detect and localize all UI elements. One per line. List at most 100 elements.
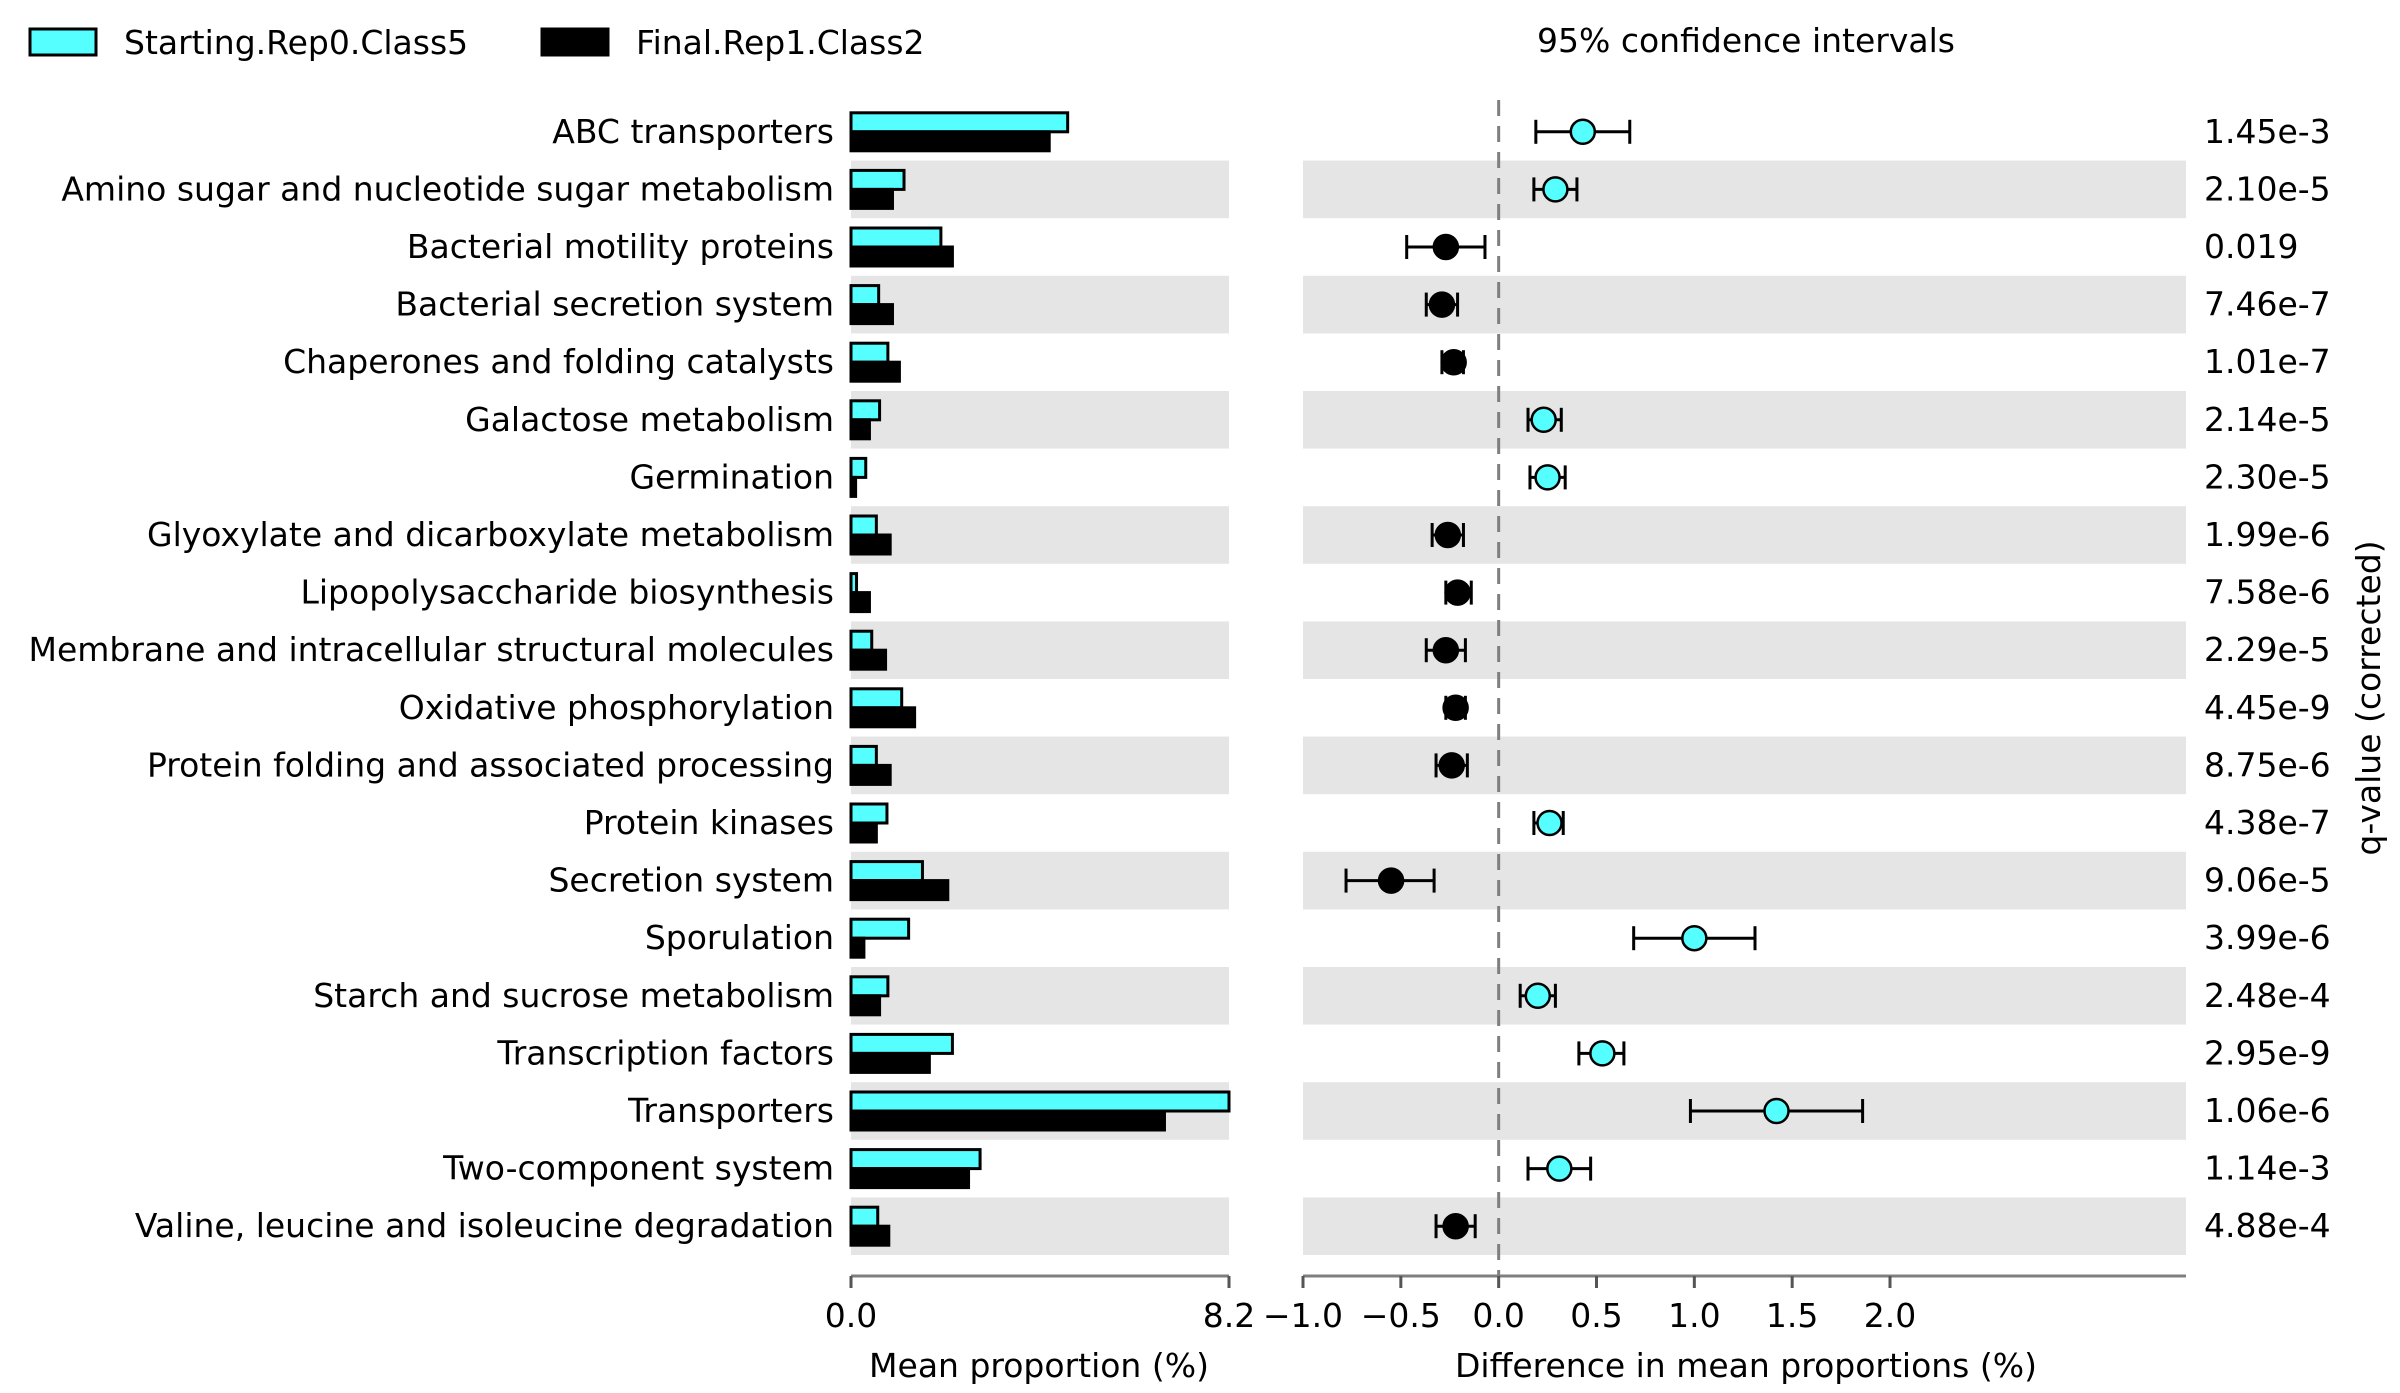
category-label: Membrane and intracellular structural mo… — [29, 630, 835, 669]
mean-difference-point — [1438, 752, 1465, 779]
bar-final — [849, 821, 878, 844]
row-band-left — [851, 506, 1229, 564]
alternating-row-bands — [851, 160, 2186, 1255]
bar-final — [849, 763, 892, 786]
q-value: 4.88e-4 — [2204, 1206, 2331, 1245]
row-band-right — [1303, 160, 2186, 219]
ci-x-tick-label: 1.5 — [1766, 1296, 1818, 1335]
mean-difference-point — [1681, 924, 1708, 952]
row-band-left — [851, 736, 1229, 795]
q-value: 2.14e-5 — [2204, 400, 2331, 439]
row-band-left — [851, 391, 1229, 449]
category-label: Amino sugar and nucleotide sugar metabol… — [61, 169, 834, 208]
bar-final — [849, 533, 892, 556]
row-band-right — [1303, 967, 2186, 1025]
bar-starting — [849, 1032, 954, 1055]
mean-difference-point — [1546, 1155, 1573, 1182]
ci-x-tick-label: −1.0 — [1263, 1296, 1343, 1335]
category-label: Secretion system — [548, 861, 834, 900]
bar-final — [849, 648, 888, 671]
mean-difference-point — [1442, 694, 1469, 722]
q-value: 4.38e-7 — [2204, 803, 2331, 842]
bar-starting — [849, 456, 868, 479]
q-value: 4.45e-9 — [2204, 688, 2331, 727]
axes: 0.0 8.2 −1.0 −0.5 0.0 0.5 1.0 1.5 2.0 — [825, 1274, 2186, 1335]
ci-x-tick-label: 0.0 — [1472, 1296, 1524, 1335]
bar-starting — [849, 226, 943, 249]
category-label: Oxidative phosphorylation — [399, 688, 834, 727]
bar-final — [849, 1051, 931, 1074]
row-band-left — [851, 967, 1229, 1025]
q-value: 1.06e-6 — [2204, 1091, 2331, 1130]
bar-final — [849, 706, 917, 729]
category-label: ABC transporters — [552, 112, 834, 151]
q-value: 2.95e-9 — [2204, 1033, 2331, 1072]
bar-starting — [849, 860, 924, 883]
q-value-axis-label: q-value (corrected) — [2349, 540, 2388, 855]
mean-difference-point — [1536, 809, 1563, 837]
mean-difference-point — [1569, 118, 1597, 146]
bar-starting — [849, 572, 859, 595]
legend: Starting.Rep0.Class5 Final.Rep1.Class2 — [28, 23, 925, 62]
bar-starting — [849, 341, 890, 364]
mean-difference-point — [1542, 176, 1569, 203]
bar-final — [849, 1109, 1166, 1132]
mean-difference-point — [1432, 233, 1460, 261]
bar-starting — [849, 284, 881, 307]
q-value: 7.46e-7 — [2204, 285, 2331, 324]
row-band-left — [851, 621, 1229, 679]
category-label: Galactose metabolism — [465, 400, 834, 439]
bar-starting — [849, 687, 904, 710]
bar-final — [849, 360, 901, 383]
row-band-right — [1303, 851, 2186, 910]
category-label: Valine, leucine and isoleucine degradati… — [135, 1206, 834, 1245]
mean-difference-point — [1534, 464, 1561, 491]
ci-title: 95% confidence intervals — [1537, 21, 1955, 60]
category-label: Protein kinases — [584, 803, 834, 842]
bar-final — [849, 591, 871, 614]
bar-starting — [849, 399, 882, 422]
q-value: 1.45e-3 — [2204, 112, 2331, 151]
bar-final — [849, 994, 882, 1017]
row-band-left — [851, 1197, 1229, 1255]
category-label: Bacterial secretion system — [395, 285, 834, 324]
mean-difference-point — [1444, 579, 1471, 606]
q-value: 1.99e-6 — [2204, 515, 2331, 554]
category-label: Bacterial motility proteins — [407, 227, 834, 266]
bar-starting — [849, 917, 911, 940]
category-label: Sporulation — [645, 918, 834, 957]
mean-difference-point — [1442, 1212, 1469, 1240]
legend-swatch-starting — [28, 27, 98, 57]
category-label: Chaperones and folding catalysts — [283, 342, 834, 381]
bar-final — [849, 187, 894, 210]
q-value: 1.01e-7 — [2204, 342, 2331, 381]
bar-starting — [849, 1090, 1231, 1113]
ci-x-axis-label: Difference in mean proportions (%) — [1455, 1346, 2037, 1385]
category-label: Germination — [629, 457, 834, 496]
bar-starting — [849, 744, 878, 767]
bar-starting — [849, 111, 1070, 134]
bar-final — [849, 245, 954, 268]
mean-proportion-bars — [849, 111, 1231, 1247]
q-value: 2.30e-5 — [2204, 457, 2331, 496]
mean-difference-point — [1434, 521, 1462, 549]
q-value: 3.99e-6 — [2204, 918, 2331, 957]
bar-starting — [849, 514, 878, 537]
bar-final — [849, 418, 871, 441]
q-value: 9.06e-5 — [2204, 861, 2331, 900]
mean-difference-point — [1432, 636, 1460, 664]
legend-label-starting: Starting.Rep0.Class5 — [124, 23, 468, 62]
bar-starting — [849, 1148, 982, 1171]
ci-x-tick-label: −0.5 — [1361, 1296, 1441, 1335]
bar-starting — [849, 802, 889, 825]
q-value: 2.48e-4 — [2204, 976, 2331, 1015]
bar-x-tick-label: 8.2 — [1203, 1296, 1255, 1335]
legend-label-final: Final.Rep1.Class2 — [636, 23, 925, 62]
mean-difference-point — [1530, 406, 1557, 434]
bar-final — [849, 1167, 971, 1190]
category-label: Lipopolysaccharide biosynthesis — [301, 573, 835, 612]
ci-x-tick-label: 2.0 — [1864, 1296, 1916, 1335]
category-label: Transcription factors — [496, 1033, 834, 1072]
q-value: 2.29e-5 — [2204, 630, 2331, 669]
